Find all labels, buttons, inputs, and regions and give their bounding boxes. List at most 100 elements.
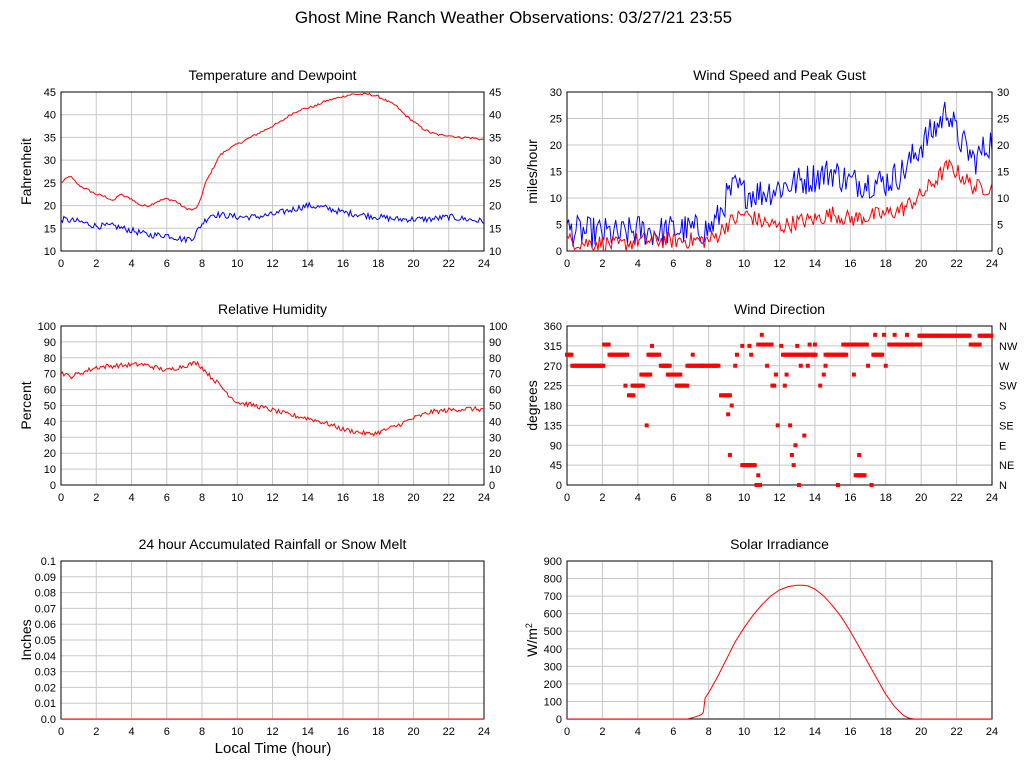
x-tick-label: 16 [844, 258, 856, 270]
plot-frame [566, 91, 993, 252]
wind-direction-point [667, 363, 672, 368]
y-axis-label: W/m2 [524, 623, 540, 657]
y-tick-label-right: 30 [489, 432, 501, 444]
y-tick-label: 500 [544, 626, 562, 638]
wind-direction-point [918, 342, 923, 347]
y-tick-label-right: 50 [489, 401, 501, 413]
x-tick-label: 2 [93, 492, 99, 504]
compass-label: NW [999, 341, 1018, 353]
wind-direction-point [750, 463, 755, 468]
x-tick-label: 8 [199, 492, 205, 504]
x-tick-label: 6 [164, 258, 170, 270]
wind-direction-point [754, 483, 759, 487]
wind-direction-point [726, 412, 731, 417]
x-tick-label: 10 [738, 726, 750, 738]
y-tick-label: 0.01 [35, 698, 56, 710]
x-tick-label: 22 [950, 258, 962, 270]
y-tick-label: 0 [556, 246, 562, 258]
y-tick-label: 600 [544, 609, 562, 621]
x-tick-label: 8 [706, 726, 712, 738]
x-tick-label: 22 [950, 492, 962, 504]
y-tick-label: 20 [44, 448, 56, 460]
x-tick-label: 20 [407, 258, 419, 270]
wind-direction-point [637, 383, 642, 388]
y-tick-label: 0.07 [35, 603, 56, 615]
x-tick-label: 8 [706, 492, 712, 504]
x-tick-label: 16 [844, 726, 856, 738]
wind-direction-point [977, 342, 982, 347]
x-tick-label: 6 [670, 258, 676, 270]
wind-direction-point [881, 332, 886, 337]
y-axis-label: miles/hour [524, 139, 540, 204]
y-tick-label-right: 70 [489, 369, 501, 381]
x-tick-label: 22 [443, 726, 455, 738]
y-tick-label: 60 [44, 385, 56, 397]
wind-direction-point [805, 363, 810, 368]
y-tick-label: 100 [544, 696, 562, 708]
y-tick-label: 0.04 [35, 651, 56, 663]
wind-direction-point [811, 352, 816, 357]
wind-direction-point [644, 423, 649, 428]
y-tick-label: 200 [544, 679, 562, 691]
wind-direction-point [807, 342, 812, 347]
y-tick-label-right: 30 [997, 87, 1009, 99]
x-tick-label: 12 [773, 258, 785, 270]
y-tick-label-right: 10 [489, 464, 501, 476]
wind-direction-point [823, 363, 828, 368]
wind-direction-point [779, 343, 784, 348]
wind-direction-point [905, 332, 909, 337]
y-tick-label-right: 15 [997, 167, 1009, 179]
x-tick-label: 0 [58, 726, 64, 738]
y-tick-label: 80 [44, 353, 56, 365]
x-tick-label: 2 [93, 258, 99, 270]
compass-label: NE [999, 460, 1014, 472]
y-tick-label: 5 [556, 220, 562, 232]
y-tick-label: 90 [44, 337, 56, 349]
wind-direction-point [676, 372, 681, 377]
x-tick-label: 12 [266, 258, 278, 270]
y-tick-label: 15 [550, 167, 562, 179]
plot-frame [566, 325, 993, 486]
wind-direction-point [735, 352, 739, 357]
x-tick-label: 4 [635, 258, 641, 270]
plot-frame [60, 91, 485, 252]
compass-label: N [999, 321, 1007, 333]
chart-title: Wind Speed and Peak Gust [693, 67, 866, 83]
y-tick-label: 700 [544, 591, 562, 603]
y-tick-label-right: 0 [489, 480, 495, 492]
y-tick-label-right: 20 [489, 448, 501, 460]
wind-direction-point [699, 363, 704, 368]
wind-direction-point [883, 363, 888, 368]
y-tick-label: 180 [544, 401, 562, 413]
y-tick-label: 800 [544, 574, 562, 586]
compass-label: SE [999, 420, 1014, 432]
y-axis-label: Percent [18, 381, 34, 429]
y-tick-label-right: 25 [489, 178, 501, 190]
y-tick-label: 900 [544, 556, 562, 568]
x-tick-label: 10 [231, 492, 243, 504]
y-tick-label-right: 45 [489, 87, 501, 99]
y-axis-label: Inches [18, 619, 34, 660]
wind-direction-point [791, 463, 796, 468]
x-tick-label: 12 [266, 726, 278, 738]
x-tick-label: 2 [599, 258, 605, 270]
y-tick-label: 135 [544, 420, 562, 432]
x-tick-label: 22 [950, 726, 962, 738]
wind-direction-point [844, 352, 849, 357]
x-tick-label: 18 [372, 726, 384, 738]
y-tick-label: 50 [44, 401, 56, 413]
x-tick-label: 18 [880, 258, 892, 270]
y-tick-label-right: 20 [997, 140, 1009, 152]
y-tick-label: 100 [38, 321, 56, 333]
wind-direction-point [841, 352, 846, 357]
y-tick-label: 30 [44, 155, 56, 167]
x-tick-label: 24 [986, 492, 998, 504]
y-tick-label: 35 [44, 132, 56, 144]
y-tick-label-right: 80 [489, 353, 501, 365]
